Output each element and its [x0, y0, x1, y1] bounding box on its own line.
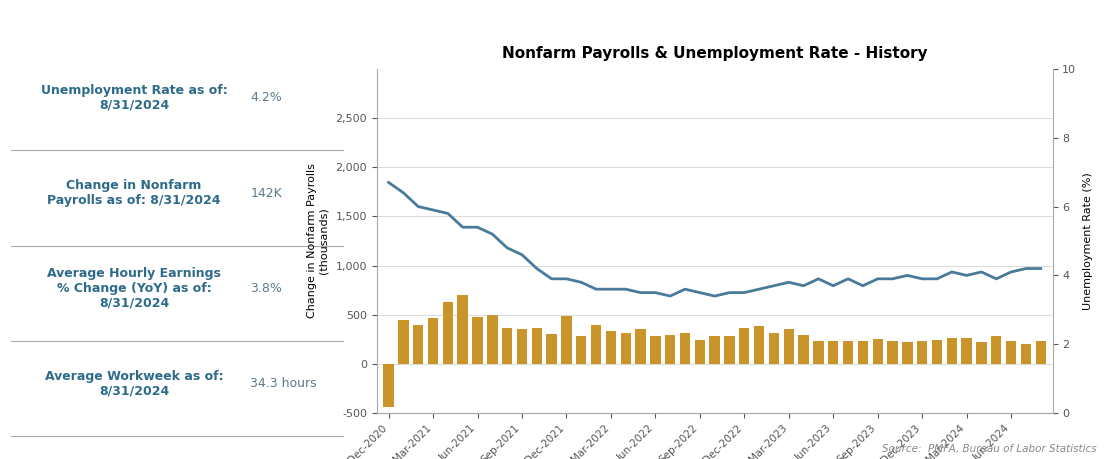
Bar [739, 328, 749, 364]
Bar [991, 336, 1002, 364]
Bar [562, 316, 572, 364]
Bar [606, 331, 616, 364]
Text: Change in Nonfarm
Payrolls as of: 8/31/2024: Change in Nonfarm Payrolls as of: 8/31/2… [48, 179, 220, 207]
Y-axis label: Unemployment Rate (%): Unemployment Rate (%) [1084, 172, 1094, 310]
Bar [443, 302, 453, 364]
Text: 3.8%: 3.8% [250, 282, 283, 295]
Bar [976, 342, 986, 364]
Bar [576, 336, 586, 364]
Text: 142K: 142K [250, 187, 283, 200]
Text: Source:  PMFA, Bureau of Labor Statistics: Source: PMFA, Bureau of Labor Statistics [882, 444, 1097, 454]
Bar [783, 329, 794, 364]
Bar [753, 325, 765, 364]
Bar [843, 341, 853, 364]
Title: Nonfarm Payrolls & Unemployment Rate - History: Nonfarm Payrolls & Unemployment Rate - H… [502, 46, 927, 61]
Bar [516, 330, 527, 364]
Bar [532, 328, 542, 364]
Bar [591, 325, 602, 364]
Bar [917, 341, 927, 364]
Bar [932, 340, 942, 364]
Bar [398, 319, 409, 364]
Bar [413, 325, 423, 364]
Bar [458, 295, 468, 364]
Bar [769, 333, 779, 364]
Bar [665, 336, 676, 364]
Bar [695, 340, 705, 364]
Bar [620, 333, 630, 364]
Bar [680, 333, 690, 364]
Text: 34.3 hours: 34.3 hours [250, 377, 317, 390]
Bar [383, 364, 393, 407]
Text: Unemployment Rate as of:
8/31/2024: Unemployment Rate as of: 8/31/2024 [41, 84, 227, 112]
Bar [813, 341, 823, 364]
Bar [872, 339, 883, 364]
Bar [858, 341, 868, 364]
Bar [902, 342, 913, 364]
Bar [1036, 341, 1046, 364]
Bar [488, 315, 497, 364]
Bar [472, 317, 483, 364]
Bar [428, 318, 439, 364]
Text: EMPLOYMENT SITUATION: EMPLOYMENT SITUATION [398, 17, 710, 38]
Bar [635, 329, 646, 364]
Text: Average Hourly Earnings
% Change (YoY) as of:
8/31/2024: Average Hourly Earnings % Change (YoY) a… [48, 267, 220, 310]
Bar [799, 336, 809, 364]
Bar [1020, 344, 1032, 364]
Text: Average Workweek as of:
8/31/2024: Average Workweek as of: 8/31/2024 [44, 369, 224, 397]
Bar [650, 336, 660, 364]
Bar [502, 328, 512, 364]
Y-axis label: Change in Nonfarm Payrolls
(thousands): Change in Nonfarm Payrolls (thousands) [307, 163, 328, 319]
Text: 4.2%: 4.2% [250, 91, 283, 105]
Bar [946, 338, 957, 364]
Bar [709, 336, 720, 364]
Bar [725, 336, 735, 364]
Bar [888, 341, 897, 364]
Bar [962, 338, 972, 364]
Bar [828, 341, 839, 364]
Bar [546, 335, 557, 364]
Bar [1006, 341, 1016, 364]
